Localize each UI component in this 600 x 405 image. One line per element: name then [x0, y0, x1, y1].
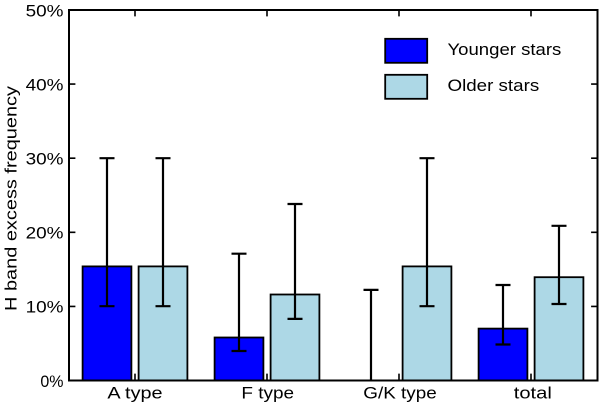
svg-text:F type: F type: [241, 384, 294, 403]
svg-text:10%: 10%: [26, 298, 64, 317]
svg-text:50%: 50%: [26, 1, 64, 20]
svg-text:A type: A type: [107, 384, 162, 403]
svg-text:Younger stars: Younger stars: [448, 40, 562, 59]
svg-text:40%: 40%: [26, 75, 64, 94]
svg-text:total: total: [514, 384, 552, 403]
svg-text:0%: 0%: [40, 372, 63, 391]
svg-text:G/K type: G/K type: [363, 384, 436, 403]
svg-text:Older stars: Older stars: [448, 76, 540, 95]
svg-text:H band excess frequency: H band excess frequency: [2, 85, 21, 311]
svg-text:30%: 30%: [26, 150, 64, 169]
svg-text:20%: 20%: [26, 224, 64, 243]
